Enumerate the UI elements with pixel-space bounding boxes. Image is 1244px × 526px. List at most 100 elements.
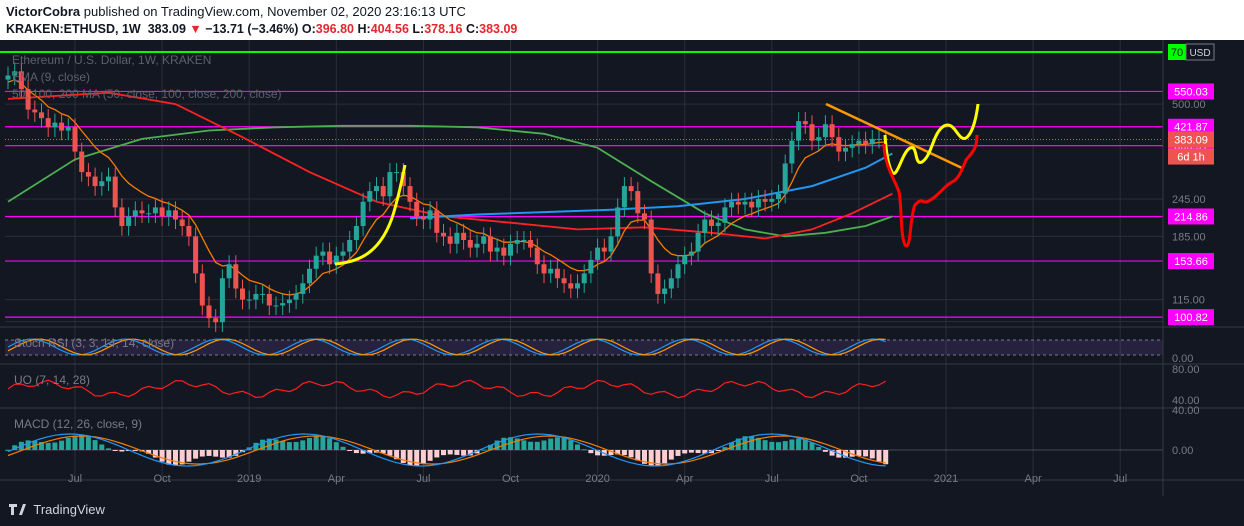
macd-hist-bar [776, 442, 781, 450]
price-level-tag-bg [1168, 118, 1214, 135]
low-label: L: [412, 22, 425, 36]
time-axis-label: 2021 [934, 473, 958, 485]
macd-hist-bar [226, 450, 232, 458]
macd-hist-bar [286, 442, 292, 450]
top-level-tag-bg [1168, 44, 1186, 61]
stoch-k-line [7, 338, 886, 356]
candle-body [487, 236, 493, 252]
macd-hist-bar [755, 437, 761, 450]
close-label: C: [465, 22, 480, 36]
candle-body [856, 140, 862, 145]
price-axis[interactable]: 500.00245.00185.00115.0097.50550.03421.8… [1162, 40, 1215, 496]
uo-legend: UO (7, 14, 28) [14, 373, 90, 387]
candle-body [427, 210, 433, 220]
candles[interactable] [5, 62, 889, 332]
price-axis-label: 115.00 [1172, 295, 1205, 307]
price-axis-label: 245.00 [1172, 194, 1206, 206]
candle-body [112, 176, 118, 208]
macd-hist-bar [206, 450, 212, 456]
open-label: O: [301, 22, 316, 36]
candle-body [742, 201, 748, 205]
stoch-d-line [7, 338, 886, 356]
high-label: H: [357, 22, 371, 36]
tradingview-logo[interactable]: TradingView [8, 502, 105, 517]
candle-body [219, 278, 225, 323]
macd-hist-bar [595, 450, 601, 456]
time-axis-label: Apr [328, 473, 345, 485]
candle-body [715, 222, 721, 226]
macd-hist-bar [816, 446, 822, 450]
drawing-red-projection [882, 134, 979, 248]
candle-body [286, 299, 292, 304]
macd-hist-bar [883, 450, 889, 465]
macd-hist-bar [92, 440, 98, 450]
macd-hist-bar [735, 438, 741, 450]
candle-body [360, 201, 366, 226]
down-arrow-icon: ▼ [189, 22, 202, 36]
candle-body [434, 210, 440, 233]
macd-hist-bar [233, 450, 239, 456]
macd-hist-bar [514, 438, 520, 450]
macd-hist-bar [159, 450, 165, 462]
user-drawings[interactable] [334, 102, 980, 266]
time-axis-label: Apr [1025, 473, 1042, 485]
candle-body [682, 255, 688, 265]
price-level-tag: 550.03 [1174, 86, 1208, 98]
price-axis-label: 185.00 [1172, 231, 1206, 243]
macd-hist-bar [179, 450, 185, 465]
publish-header: VictorCobra published on TradingView.com… [0, 0, 1244, 40]
time-axis-label: Apr [676, 473, 693, 485]
macd-hist-bar [173, 450, 178, 466]
candle-body [695, 232, 701, 252]
moving-averages [7, 79, 893, 296]
time-axis-label: 2019 [237, 473, 261, 485]
candle-body [253, 293, 259, 300]
candle-body [849, 144, 855, 148]
macd-hist-bar [400, 450, 406, 463]
candle-body [213, 318, 219, 323]
candle-body [300, 283, 306, 294]
low-value: 378.16 [424, 22, 463, 36]
oscillator-panes [5, 338, 1163, 467]
candle-body [494, 247, 500, 252]
chart-canvas[interactable]: 500.00245.00185.00115.0097.50550.03421.8… [0, 40, 1244, 496]
candle-body [521, 240, 527, 242]
candle-body [280, 303, 286, 306]
macd-hist-bar [327, 438, 333, 450]
candle-body [642, 213, 647, 220]
candle-body [394, 172, 400, 174]
macd-hist-bar [655, 450, 661, 466]
candle-body [581, 273, 587, 284]
candle-body [608, 236, 614, 252]
candle-body [327, 251, 333, 265]
candle-body [119, 207, 125, 226]
candle-body [548, 268, 554, 274]
macd-hist-bar [615, 450, 621, 455]
candle-body [869, 138, 875, 145]
macd-hist-bar [166, 450, 172, 465]
macd-hist-bar [79, 435, 85, 450]
macd-hist-bar [487, 444, 493, 450]
macd-hist-bar [548, 438, 554, 450]
macd-hist-bar [461, 450, 467, 456]
time-axis[interactable]: Jul Oct 2019 Apr Jul Oct 2020 Apr Jul Oct 2021 Apr J… [68, 473, 1127, 485]
macd-hist-bar [782, 441, 788, 450]
macd-hist-bar [380, 450, 386, 454]
time-axis-label: Jul [765, 473, 779, 485]
close-value: 383.09 [479, 22, 518, 36]
macd-hist-bar [534, 441, 540, 450]
macd-hist-bar [260, 439, 266, 450]
candle-body [347, 240, 353, 252]
candle-body [635, 191, 641, 214]
candle-body [420, 216, 426, 220]
ma-legend: 50, 100, 200 MA (50, close, 100, close, … [12, 87, 282, 101]
macd-hist-bar [869, 450, 875, 459]
macd-legend: MACD (12, 26, close, 9) [14, 417, 142, 431]
candle-body [32, 109, 38, 113]
candle-body [139, 210, 145, 214]
candle-body [769, 199, 775, 202]
author-name[interactable]: VictorCobra [6, 4, 81, 19]
macd-hist-bar [387, 450, 393, 456]
candle-body [749, 201, 755, 208]
candle-body [307, 268, 312, 284]
